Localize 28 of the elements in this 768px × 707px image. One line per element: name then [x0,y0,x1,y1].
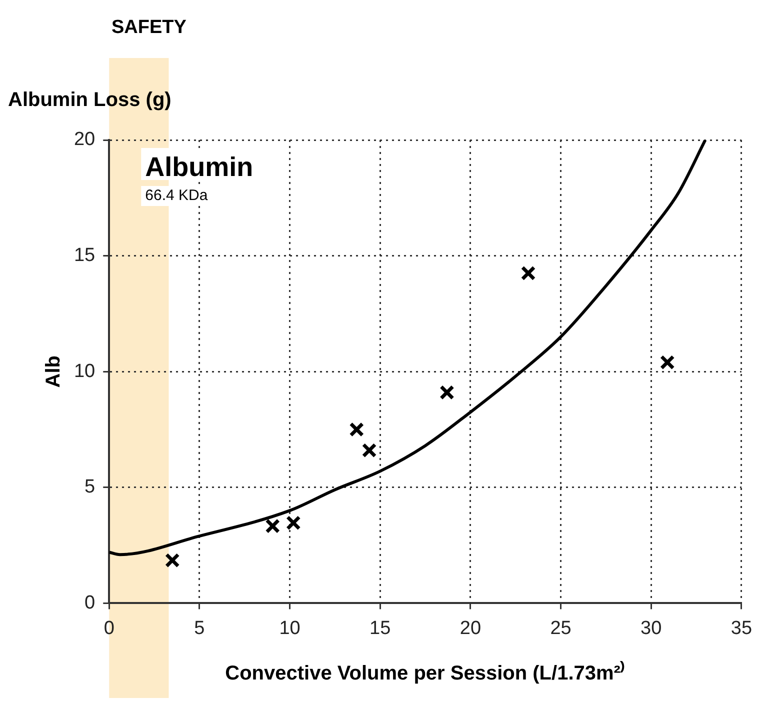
y-tick-label: 0 [84,592,96,614]
x-tick-label: 5 [194,618,205,639]
y-tick-label: 10 [74,360,96,382]
x-tick-label: 30 [640,618,662,639]
x-axis-title: Convective Volume per Session (L/1.73m²⁾ [225,660,626,685]
x-tick-label: 25 [550,618,572,639]
point [265,518,280,534]
x-tick-label: 0 [104,618,114,639]
point [520,266,536,281]
point [660,354,675,370]
y-tick-label: 15 [74,245,96,266]
x-tick-label: 35 [730,618,752,639]
y-axis-title: Alb [42,355,65,388]
x-tick-label: 15 [370,618,391,639]
y-tick-label: 20 [74,129,96,150]
point [164,552,180,568]
point [362,442,377,458]
point [349,422,364,437]
annotation: Albumin [145,152,254,182]
x-tick-label: 10 [279,618,300,639]
line-series [109,140,707,556]
band-label: SAFETY [111,17,187,38]
annotation: 66.4 KDa [145,187,208,204]
point [286,515,301,530]
x-tick-label: 20 [460,618,482,639]
point [440,385,454,400]
chart-title: Albumin Loss (g) [8,89,172,111]
y-tick-label: 5 [84,476,96,498]
